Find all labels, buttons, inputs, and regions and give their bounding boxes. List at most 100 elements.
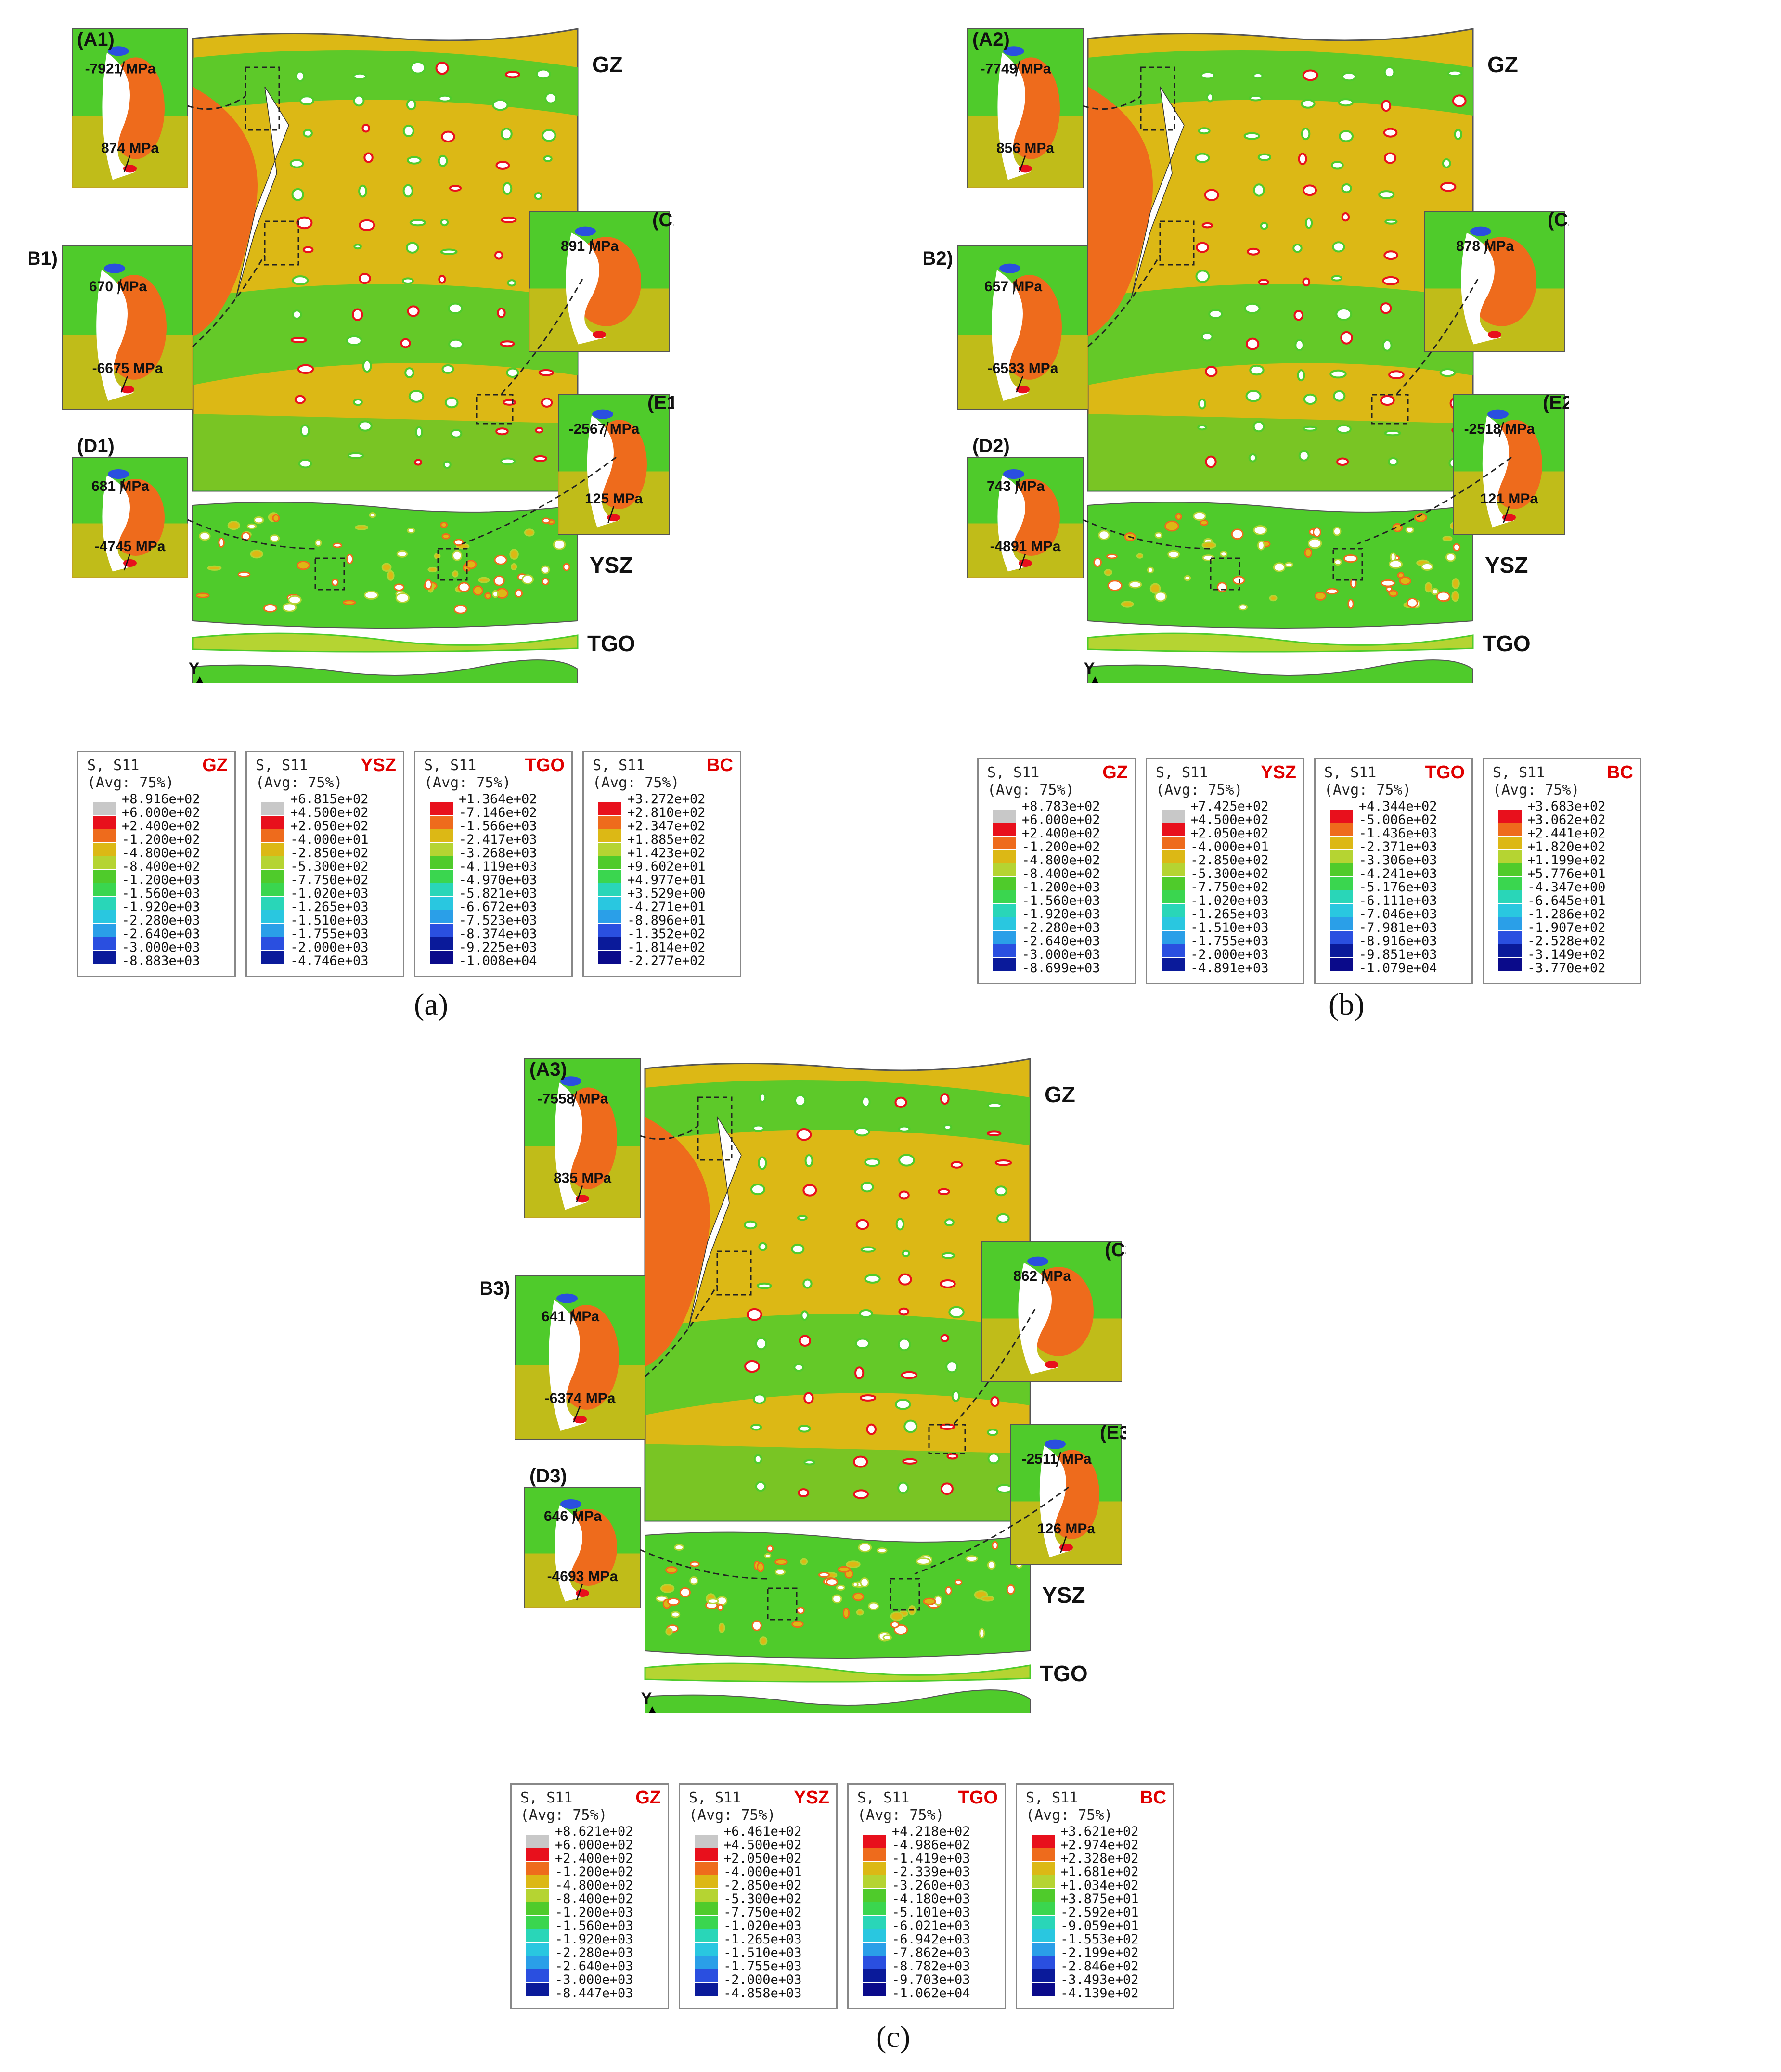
gz-pore <box>1341 183 1352 193</box>
ysz-pore <box>270 534 280 542</box>
tgo-layer <box>1087 632 1474 653</box>
legend-value: +3.875e+01 <box>1060 1892 1139 1906</box>
inset-tag: (C1) <box>652 209 674 231</box>
legend-value: -9.059e+01 <box>1060 1918 1139 1933</box>
legend-swatch <box>430 910 453 923</box>
gz-pore <box>1298 153 1307 165</box>
annotation-leader <box>1015 61 1020 77</box>
legend-swatch <box>1330 863 1353 876</box>
gz-pore <box>363 152 374 163</box>
ysz-pore <box>484 592 491 600</box>
legend-swatch <box>1032 1956 1055 1969</box>
ysz-pore <box>369 512 376 518</box>
legend-swatch <box>93 924 116 937</box>
gz-layer <box>644 1058 1031 1522</box>
legend-value: -1.265e+03 <box>1190 907 1269 922</box>
gz-pore <box>897 1338 911 1351</box>
legend-swatch <box>261 951 284 964</box>
inset-tag: (D3) <box>529 1466 567 1487</box>
inset-d3 <box>524 1487 641 1608</box>
ysz-pore <box>852 1582 859 1588</box>
legend-tgo: S, S11 (Avg: 75%) TGO +4.344e+02 -5.006e+02… <box>1314 758 1473 984</box>
gz-stress-band <box>193 50 578 116</box>
inset-compressive-spot <box>560 1076 581 1086</box>
gz-pore <box>358 420 373 432</box>
legend-header: S, S11 (Avg: 75%) <box>593 757 680 791</box>
gz-pore <box>359 219 375 231</box>
legend-swatch <box>598 843 621 856</box>
gz-body <box>1087 28 1474 492</box>
legend-value: -8.447e+03 <box>555 1986 633 2001</box>
legend-swatch <box>526 1835 549 1848</box>
inset-compressive-spot <box>999 263 1020 273</box>
legend-value: +1.423e+02 <box>627 846 706 861</box>
legend-value: -7.862e+03 <box>892 1945 970 1960</box>
gz-pore <box>1302 69 1318 81</box>
legend-swatch <box>261 924 284 937</box>
gz-pore <box>894 1096 907 1108</box>
inset-compressive-spot <box>592 409 613 419</box>
legend-value: +9.602e+01 <box>627 859 706 874</box>
gz-pore <box>292 275 309 286</box>
ysz-pore <box>1399 576 1411 586</box>
gz-tensile-region <box>645 1117 710 1367</box>
legend-value: -2.640e+03 <box>555 1959 633 1974</box>
annotation-leader <box>576 1583 583 1601</box>
legend-swatch <box>93 856 116 869</box>
gz-pore <box>346 335 362 346</box>
legend-value: -2.277e+02 <box>627 953 706 968</box>
legend-value: -8.883e+03 <box>122 953 200 968</box>
legend-swatch <box>1032 1929 1055 1942</box>
legend-value: +6.000e+02 <box>555 1838 633 1853</box>
ysz-pore <box>1006 1584 1015 1595</box>
gz-pore <box>300 424 310 437</box>
legend-value: -1.352e+02 <box>627 927 706 941</box>
legend-swatch <box>695 1983 718 1996</box>
ysz-pore <box>707 1598 719 1604</box>
legend-value: -7.046e+03 <box>1359 907 1437 922</box>
legend-swatch <box>1498 823 1522 836</box>
gz-pore <box>1294 339 1304 351</box>
legend-value: -1.008e+04 <box>459 953 537 968</box>
arrow-head <box>1091 676 1099 683</box>
stress-annotation: 646 MPa <box>544 1508 602 1524</box>
legend-zone-label: GZ <box>1102 762 1128 783</box>
legend-gz: S, S11 (Avg: 75%) GZ +8.783e+02 +6.000e+02 +… <box>977 758 1136 984</box>
legend-value: -1.510e+03 <box>290 913 369 928</box>
legend-value: -7.981e+03 <box>1359 920 1437 935</box>
gz-pore <box>996 1213 1010 1223</box>
gz-pore <box>1388 457 1399 466</box>
gz-pore <box>802 1278 813 1289</box>
legend-swatch <box>1032 1835 1055 1848</box>
legend-swatch <box>1162 850 1185 863</box>
legend-swatch <box>1162 823 1185 836</box>
inset-peak-spot <box>1488 331 1501 339</box>
ysz-layer <box>192 502 578 629</box>
gz-stress-band <box>645 1314 1030 1415</box>
gz-pore <box>292 309 302 320</box>
ysz-pore <box>774 1569 786 1576</box>
gz-pore <box>495 161 510 170</box>
legend-swatch <box>1162 810 1185 823</box>
ysz-layer <box>645 1531 1031 1659</box>
legend-value: +2.400e+02 <box>122 819 200 834</box>
legend-swatch <box>863 1956 886 1969</box>
legend-swatch <box>1498 810 1522 823</box>
gz-pore <box>400 338 411 348</box>
legend-value: -3.493e+02 <box>1060 1972 1139 1987</box>
gz-pore <box>994 1159 1012 1166</box>
ysz-pore <box>407 528 415 534</box>
ysz-pore <box>1304 548 1313 558</box>
ysz-pore <box>297 560 310 570</box>
ysz-pore <box>1273 562 1286 572</box>
axis-label-y: Y <box>1084 659 1095 678</box>
gz-pore <box>358 184 367 198</box>
annotation-leader <box>119 61 125 77</box>
legend-value: -1.920e+03 <box>555 1932 633 1947</box>
gz-pore <box>1205 366 1218 377</box>
legend-ysz: S, S11 (Avg: 75%) YSZ +7.425e+02 +4.500e+02… <box>1146 758 1304 984</box>
gz-pore <box>950 1161 963 1169</box>
legend-header: S, S11 (Avg: 75%) <box>689 1789 776 1824</box>
legend-swatch <box>598 897 621 910</box>
legend-value: -9.225e+03 <box>459 940 537 955</box>
